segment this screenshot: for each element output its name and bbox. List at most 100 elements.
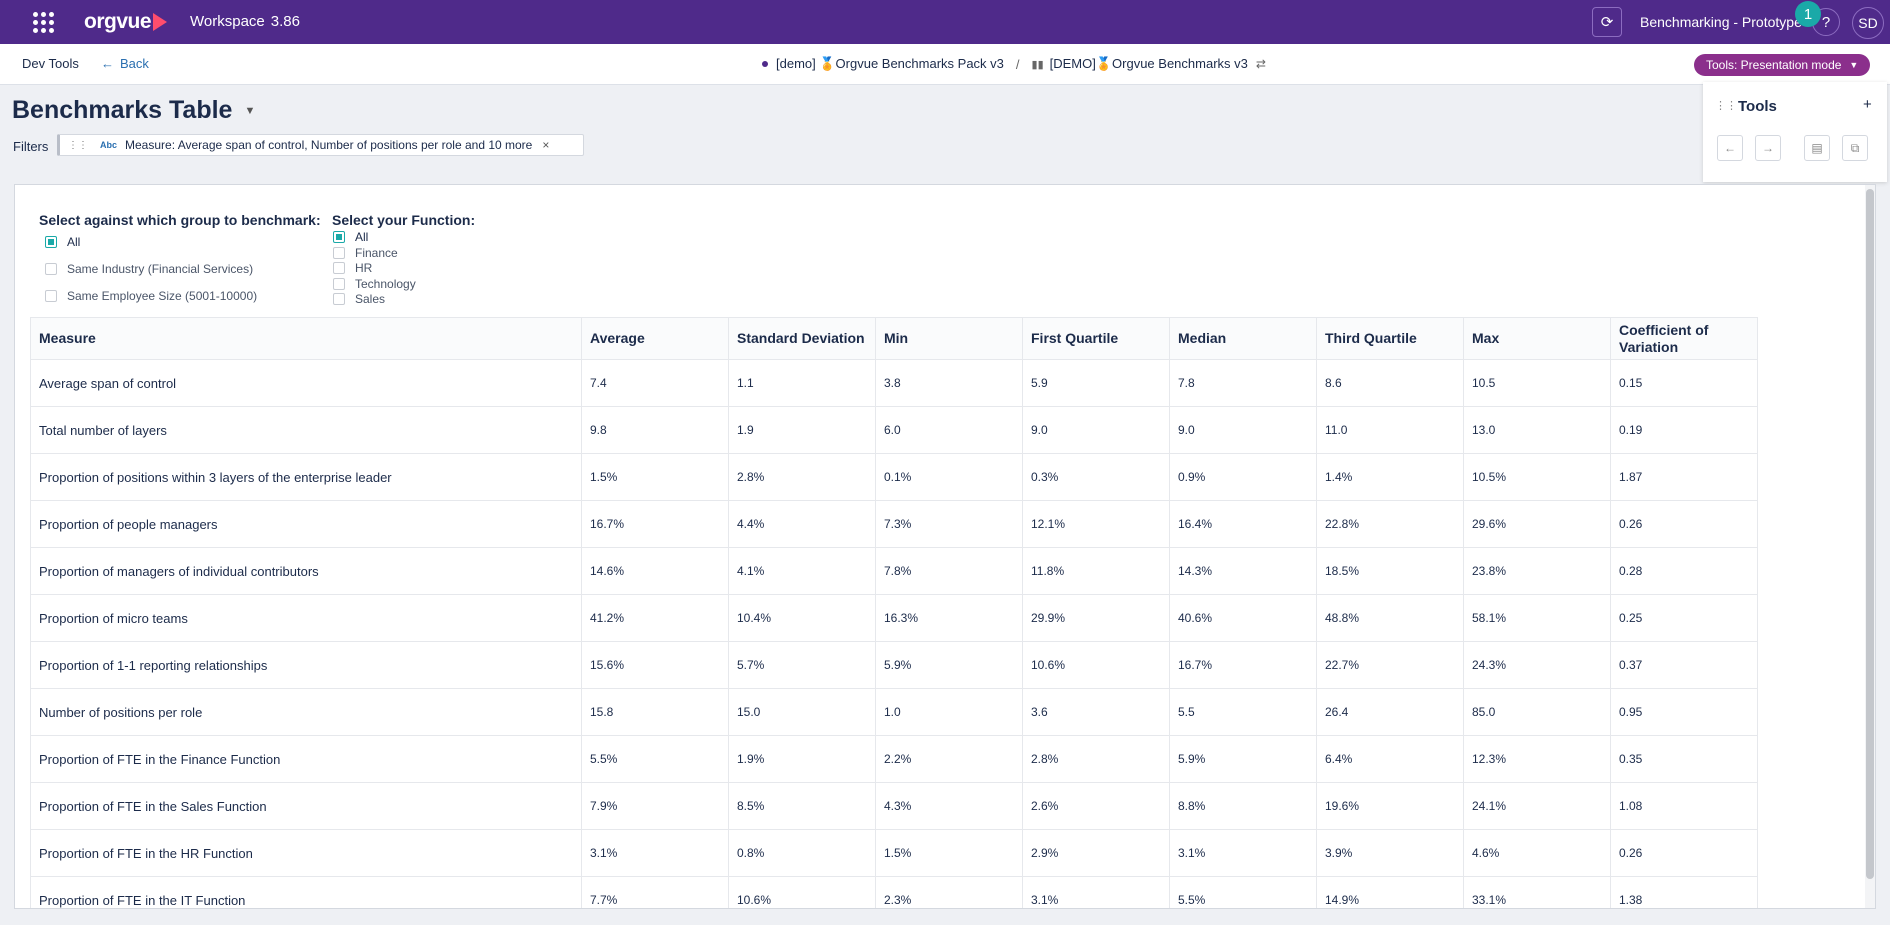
refresh-button[interactable]: ⟳: [1592, 7, 1622, 37]
value-cell: 9.0: [1022, 406, 1170, 454]
group-option[interactable]: All: [45, 235, 80, 249]
value-cell: 3.8: [875, 359, 1023, 407]
chevron-down-icon[interactable]: ▼: [244, 104, 256, 117]
checkbox[interactable]: [333, 262, 345, 274]
value-cell: 3.9%: [1316, 829, 1464, 877]
value-cell: 5.9%: [1169, 735, 1317, 783]
checkbox[interactable]: [45, 236, 57, 248]
logo[interactable]: orgvue: [84, 10, 168, 34]
value-cell: 13.0: [1463, 406, 1611, 454]
value-cell: 0.37: [1610, 641, 1758, 689]
column-header[interactable]: Max: [1463, 317, 1611, 360]
benchmarks-table: Measure Average Standard Deviation Min First…: [30, 317, 1758, 908]
column-header[interactable]: Third Quartile: [1316, 317, 1464, 360]
measure-cell: Number of positions per role: [30, 688, 582, 736]
add-tool-button[interactable]: +: [1863, 96, 1872, 113]
value-cell: 1.9%: [728, 735, 876, 783]
column-header[interactable]: Coefficient of Variation: [1610, 317, 1758, 360]
value-cell: 0.25: [1610, 594, 1758, 642]
sync-icon[interactable]: ⇄: [1255, 57, 1266, 71]
checkbox[interactable]: [333, 293, 345, 305]
column-header[interactable]: Average: [581, 317, 729, 360]
group-option[interactable]: Same Employee Size (5001-10000): [45, 289, 257, 303]
breadcrumb-view[interactable]: [DEMO]🏅Orgvue Benchmarks v3: [1049, 56, 1248, 71]
table-row: Total number of layers 9.8 1.9 6.0 9.0 9.0 11.…: [30, 406, 1758, 454]
value-cell: 2.9%: [1022, 829, 1170, 877]
comment-button[interactable]: ▤: [1804, 135, 1830, 161]
avatar[interactable]: SD: [1852, 7, 1884, 39]
value-cell: 48.8%: [1316, 594, 1464, 642]
function-option[interactable]: Sales: [333, 292, 385, 306]
scrollbar[interactable]: [1865, 185, 1875, 908]
function-option[interactable]: All: [333, 230, 368, 244]
table-row: Proportion of FTE in the Sales Function 7…: [30, 782, 1758, 830]
value-cell: 1.9: [728, 406, 876, 454]
value-cell: 9.0: [1169, 406, 1317, 454]
value-cell: 2.6%: [1022, 782, 1170, 830]
app-launcher-icon[interactable]: [33, 12, 55, 34]
value-cell: 29.6%: [1463, 500, 1611, 548]
value-cell: 14.3%: [1169, 547, 1317, 595]
value-cell: 18.5%: [1316, 547, 1464, 595]
value-cell: 12.1%: [1022, 500, 1170, 548]
checkbox[interactable]: [333, 231, 345, 243]
comment-icon: ▤: [1811, 141, 1823, 155]
drag-handle-icon[interactable]: ⋮⋮: [68, 139, 88, 151]
checkbox[interactable]: [333, 277, 345, 290]
value-cell: 6.0: [875, 406, 1023, 454]
tools-mode-label: Tools: Presentation mode: [1706, 58, 1842, 72]
column-header[interactable]: Measure: [30, 317, 582, 360]
notification-badge[interactable]: 1: [1795, 1, 1821, 27]
column-header[interactable]: Standard Deviation: [728, 317, 876, 360]
checkbox[interactable]: [45, 263, 57, 275]
column-header[interactable]: Median: [1169, 317, 1317, 360]
group-option[interactable]: Same Industry (Financial Services): [45, 262, 253, 276]
dev-tools-link[interactable]: Dev Tools: [22, 56, 79, 71]
filter-chip[interactable]: ⋮⋮ Abc Measure: Average span of control,…: [57, 134, 584, 156]
bar-chart-icon: ▮▮: [1031, 58, 1044, 71]
value-cell: 2.8%: [728, 453, 876, 501]
value-cell: 24.1%: [1463, 782, 1611, 830]
back-button[interactable]: ← Back: [101, 56, 149, 71]
function-option[interactable]: Finance: [333, 246, 398, 260]
group-selector-label: Select against which group to benchmark:: [39, 212, 321, 228]
value-cell: 11.0: [1316, 406, 1464, 454]
group-option-label: Same Industry (Financial Services): [67, 262, 254, 276]
breadcrumb-pack[interactable]: [demo] 🏅Orgvue Benchmarks Pack v3: [776, 56, 1004, 71]
redo-button[interactable]: →: [1755, 135, 1781, 161]
function-option[interactable]: Technology: [333, 277, 416, 291]
tools-mode-dropdown[interactable]: Tools: Presentation mode ▼: [1694, 54, 1871, 76]
value-cell: 0.1%: [875, 453, 1023, 501]
value-cell: 15.6%: [581, 641, 729, 689]
checkbox[interactable]: [333, 246, 345, 259]
copy-button[interactable]: ⧉: [1842, 135, 1868, 161]
undo-button[interactable]: ←: [1717, 135, 1743, 161]
value-cell: 8.6: [1316, 359, 1464, 407]
value-cell: 1.1: [728, 359, 876, 407]
column-header[interactable]: Min: [875, 317, 1023, 360]
value-cell: 23.8%: [1463, 547, 1611, 595]
value-cell: 85.0: [1463, 688, 1611, 736]
value-cell: 0.26: [1610, 829, 1758, 877]
group-option-label: All: [67, 235, 81, 249]
filter-text: Measure: Average span of control, Number…: [125, 138, 533, 152]
value-cell: 11.8%: [1022, 547, 1170, 595]
measure-cell: Proportion of FTE in the IT Function: [30, 876, 582, 908]
checkbox[interactable]: [45, 290, 57, 302]
function-option[interactable]: HR: [333, 261, 372, 275]
value-cell: 4.1%: [728, 547, 876, 595]
value-cell: 2.8%: [1022, 735, 1170, 783]
value-cell: 16.7%: [581, 500, 729, 548]
close-icon[interactable]: ×: [542, 138, 550, 152]
project-name[interactable]: Benchmarking - Prototype: [1640, 14, 1802, 30]
measure-cell: Proportion of FTE in the Sales Function: [30, 782, 582, 830]
logo-mark-icon: [153, 13, 168, 31]
drag-handle-icon[interactable]: ⋮⋮: [1715, 100, 1737, 112]
value-cell: 22.8%: [1316, 500, 1464, 548]
column-header[interactable]: First Quartile: [1022, 317, 1170, 360]
scrollbar-thumb[interactable]: [1866, 189, 1874, 879]
value-cell: 16.4%: [1169, 500, 1317, 548]
value-cell: 5.5%: [581, 735, 729, 783]
value-cell: 0.19: [1610, 406, 1758, 454]
value-cell: 14.6%: [581, 547, 729, 595]
